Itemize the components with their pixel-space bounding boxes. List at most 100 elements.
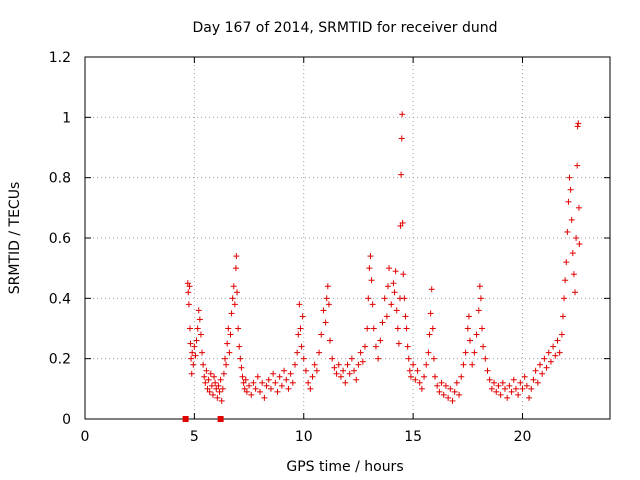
data-point xyxy=(226,349,233,356)
data-point xyxy=(519,385,526,392)
data-point xyxy=(504,394,511,401)
data-point xyxy=(200,361,207,368)
data-point xyxy=(325,301,332,308)
data-point xyxy=(220,370,227,377)
data-point xyxy=(508,388,515,395)
data-point xyxy=(212,379,219,386)
data-point xyxy=(576,241,583,248)
data-point xyxy=(206,388,213,395)
data-point xyxy=(397,222,404,229)
data-point xyxy=(405,355,412,362)
data-point xyxy=(225,325,232,332)
data-point xyxy=(234,289,241,296)
data-point xyxy=(259,379,266,386)
data-point xyxy=(428,286,435,293)
data-point xyxy=(257,388,263,395)
data-point xyxy=(203,367,210,374)
data-point xyxy=(390,280,397,287)
y-tick-label: 0.8 xyxy=(49,171,71,187)
y-axis-label: SRMTID / TECUs xyxy=(7,182,23,295)
y-tick-label: 1 xyxy=(62,110,71,126)
data-point xyxy=(445,394,452,401)
data-point xyxy=(414,367,421,374)
data-point xyxy=(300,355,307,362)
data-point xyxy=(386,265,393,272)
data-point xyxy=(235,325,242,332)
data-point xyxy=(383,313,390,320)
data-point xyxy=(502,385,508,392)
data-point xyxy=(379,319,386,326)
data-point xyxy=(261,394,268,401)
data-point xyxy=(410,361,417,368)
data-point xyxy=(499,379,506,386)
data-point xyxy=(320,307,327,314)
data-point xyxy=(438,379,445,386)
data-point xyxy=(214,394,221,401)
data-point xyxy=(294,349,301,356)
data-point xyxy=(528,385,535,392)
data-point xyxy=(394,325,401,332)
data-point xyxy=(239,373,246,380)
data-point xyxy=(398,171,405,178)
data-point xyxy=(512,385,519,392)
data-point xyxy=(311,361,318,368)
data-point xyxy=(425,349,432,356)
data-point xyxy=(573,235,580,241)
data-point xyxy=(460,361,467,368)
data-point xyxy=(401,295,408,302)
data-point xyxy=(285,385,292,392)
data-point xyxy=(318,331,325,338)
data-point xyxy=(205,376,212,383)
data-points xyxy=(182,111,583,422)
data-point xyxy=(369,301,376,308)
data-point xyxy=(521,373,528,380)
zero-marker xyxy=(182,416,189,422)
data-point xyxy=(231,301,238,308)
data-point xyxy=(558,331,565,338)
data-point xyxy=(562,277,569,284)
data-point xyxy=(353,376,360,383)
grid-lines xyxy=(85,57,610,419)
data-point xyxy=(292,361,298,368)
data-point xyxy=(248,391,255,398)
data-point xyxy=(362,343,368,350)
data-point xyxy=(423,361,430,368)
data-point xyxy=(384,283,391,290)
data-point xyxy=(395,340,402,347)
data-point xyxy=(403,325,410,332)
data-point xyxy=(302,367,309,374)
data-point xyxy=(278,382,285,389)
data-point xyxy=(217,376,224,383)
data-point xyxy=(554,337,561,344)
data-point xyxy=(368,277,375,284)
data-point xyxy=(547,358,554,365)
x-axis-label: GPS time / hours xyxy=(286,459,403,475)
data-point xyxy=(331,364,338,371)
data-point xyxy=(447,385,454,392)
data-point xyxy=(467,337,473,344)
data-point xyxy=(299,313,306,320)
data-point xyxy=(482,355,489,362)
x-tick-label: 20 xyxy=(514,429,532,445)
data-point xyxy=(453,379,460,386)
data-point xyxy=(276,373,283,380)
data-point xyxy=(399,111,406,118)
data-point xyxy=(391,289,398,296)
data-point xyxy=(335,361,342,368)
data-point xyxy=(346,370,353,377)
data-point xyxy=(486,376,493,383)
data-point xyxy=(480,343,487,350)
data-point xyxy=(307,385,314,392)
data-point xyxy=(484,367,491,374)
data-point xyxy=(243,388,250,395)
data-point xyxy=(263,382,270,389)
data-point xyxy=(534,379,541,386)
data-point xyxy=(298,343,305,350)
data-point xyxy=(322,319,329,326)
data-point xyxy=(406,367,413,374)
data-point xyxy=(366,265,373,272)
data-point xyxy=(340,367,347,374)
data-point xyxy=(224,340,231,347)
data-point xyxy=(357,349,364,356)
data-point xyxy=(296,301,303,308)
